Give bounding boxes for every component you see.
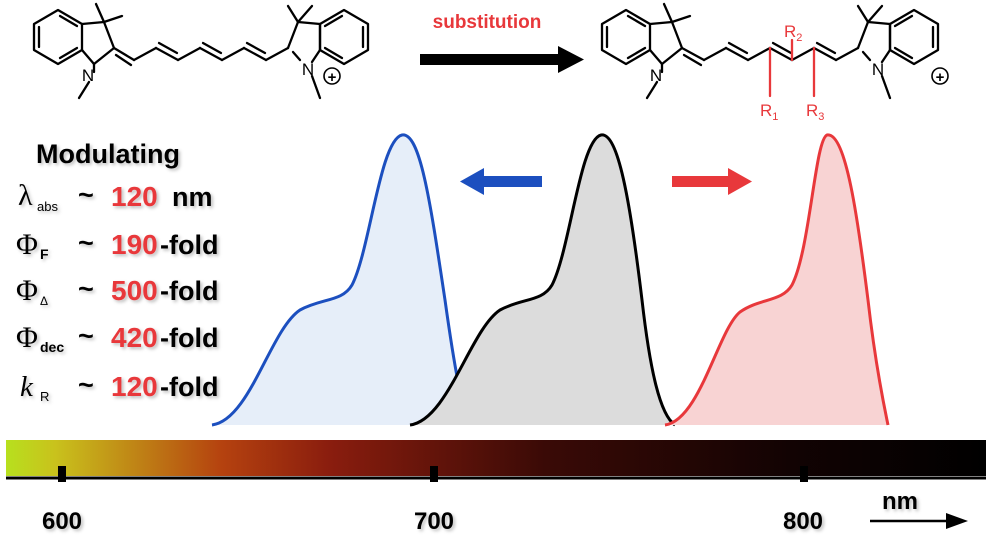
- r2-label: R2: [784, 22, 802, 44]
- spectrum-parent: [409, 133, 676, 427]
- blue-shift-arrow: [460, 168, 542, 195]
- reactant-structure: [32, 2, 370, 100]
- svg-text:~: ~: [78, 180, 94, 210]
- reactant-labels: N N +: [82, 60, 341, 86]
- r3-label: R3: [806, 101, 824, 123]
- svg-text:λ: λ: [18, 179, 33, 212]
- reactant-nplus-label: N: [302, 60, 314, 79]
- row-k-r: k R ~ 120 -fold: [20, 370, 218, 404]
- substituent-labels: R1 R2 R3: [760, 22, 824, 123]
- svg-text:~: ~: [78, 321, 94, 351]
- svg-text:F: F: [40, 246, 49, 262]
- substitution-label: substitution: [433, 12, 542, 33]
- svg-text:-fold: -fold: [160, 276, 218, 306]
- spectrum-blue: [211, 133, 464, 427]
- svg-text:dec: dec: [40, 339, 64, 355]
- svg-text:~: ~: [78, 274, 94, 304]
- svg-text:abs: abs: [37, 199, 58, 214]
- tick-800: [800, 466, 808, 482]
- tick-label-800: 800: [783, 508, 823, 535]
- svg-text:Φ: Φ: [16, 228, 38, 261]
- unit-arrow: [870, 513, 968, 529]
- product-charge-circle: [931, 67, 949, 85]
- product-labels: N N +: [650, 60, 949, 86]
- svg-text:nm: nm: [172, 182, 213, 212]
- row-phi-dec: Φ dec ~ 420 -fold: [16, 321, 218, 355]
- product-structure: [600, 2, 940, 100]
- tick-600: [58, 466, 66, 482]
- svg-text:Φ: Φ: [16, 321, 38, 354]
- svg-text:~: ~: [78, 228, 94, 258]
- wavelength-scale: 600 700 800 nm: [6, 440, 986, 535]
- modulating-title: Modulating: [36, 139, 180, 169]
- svg-text:190: 190: [111, 229, 158, 260]
- svg-text:k: k: [20, 371, 34, 403]
- spectrum-gradient-bar: [6, 440, 986, 476]
- svg-text:500: 500: [111, 275, 158, 306]
- tick-label-600: 600: [42, 508, 82, 535]
- r1-label: R1: [760, 101, 778, 123]
- svg-text:-fold: -fold: [160, 230, 218, 260]
- row-phi-f: Φ F ~ 190 -fold: [16, 228, 218, 262]
- tick-label-700: 700: [414, 508, 454, 535]
- reactant-charge-circle: [323, 67, 341, 85]
- row-phi-delta: Φ Δ ~ 500 -fold: [16, 274, 218, 308]
- reaction-arrow: [420, 46, 584, 73]
- svg-text:120: 120: [111, 371, 158, 402]
- svg-text:R: R: [40, 389, 49, 404]
- svg-text:420: 420: [111, 322, 158, 353]
- svg-text:Φ: Φ: [16, 274, 38, 307]
- product-nplus-label: N: [872, 60, 884, 79]
- svg-text:-fold: -fold: [160, 323, 218, 353]
- tick-700: [430, 466, 438, 482]
- product-charge: +: [936, 69, 945, 86]
- product-n-label: N: [650, 66, 662, 85]
- svg-text:120: 120: [111, 181, 158, 212]
- product-substituent-bonds: [768, 38, 816, 98]
- svg-text:~: ~: [78, 370, 94, 400]
- reactant-n-label: N: [82, 66, 94, 85]
- modulating-panel: Modulating λ abs ~ 120 nm Φ F ~ 190 -fol…: [16, 139, 218, 404]
- reactant-charge: +: [328, 69, 337, 86]
- red-shift-arrow: [672, 168, 752, 195]
- row-lambda-abs: λ abs ~ 120 nm: [18, 179, 213, 214]
- unit-label: nm: [882, 488, 918, 515]
- svg-text:Δ: Δ: [40, 294, 48, 308]
- spectrum-red: [664, 133, 890, 427]
- svg-text:-fold: -fold: [160, 372, 218, 402]
